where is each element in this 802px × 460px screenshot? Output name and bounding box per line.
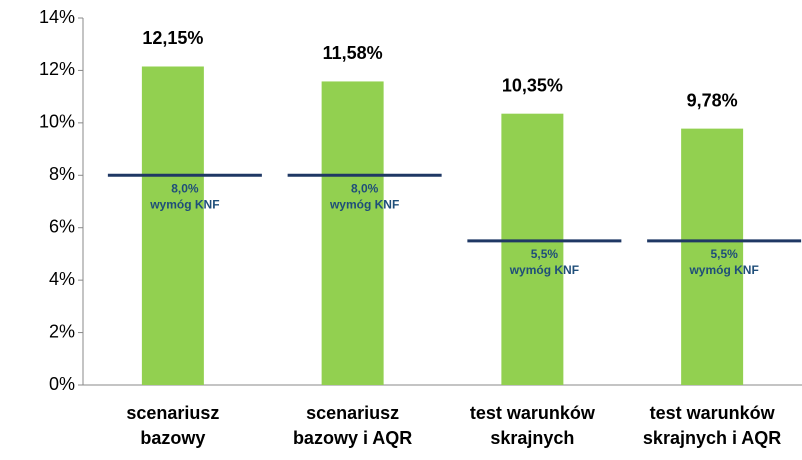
value-label: 9,78% <box>687 90 738 110</box>
threshold-label: 8,0% <box>171 181 199 195</box>
threshold-name: wymóg KNF <box>149 197 219 211</box>
x-tick-label: test warunków skrajnych i AQR <box>642 403 782 448</box>
y-tick-label: 4% <box>49 269 75 289</box>
y-tick-label: 0% <box>49 374 75 394</box>
y-tick-label: 8% <box>49 164 75 184</box>
bar <box>141 66 204 385</box>
bar <box>681 128 744 386</box>
threshold-label: 5,5% <box>531 247 559 261</box>
x-tick-label: scenariusz bazowy i AQR <box>292 403 413 448</box>
value-label: 12,15% <box>142 28 203 48</box>
threshold-label: 5,5% <box>710 247 738 261</box>
threshold-name: wymóg KNF <box>688 263 758 277</box>
value-label: 10,35% <box>502 75 563 95</box>
x-tick-label: scenariusz bazowy <box>126 403 220 448</box>
y-tick-label: 14% <box>39 7 75 27</box>
threshold-label: 8,0% <box>351 181 379 195</box>
y-tick-label: 2% <box>49 321 75 341</box>
value-label: 11,58% <box>323 43 383 63</box>
bar <box>321 81 384 385</box>
x-tick-label: test warunków skrajnych <box>469 403 595 448</box>
threshold-name: wymóg KNF <box>329 197 399 211</box>
y-tick-label: 6% <box>49 216 75 236</box>
y-tick-label: 12% <box>39 59 75 79</box>
threshold-name: wymóg KNF <box>509 263 579 277</box>
y-tick-label: 10% <box>39 112 75 132</box>
bar <box>501 113 564 386</box>
